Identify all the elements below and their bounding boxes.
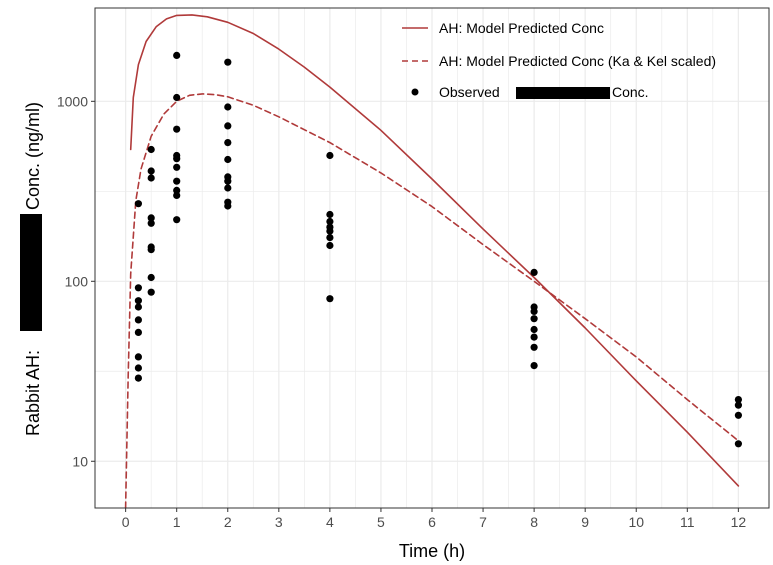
observed-point	[147, 246, 155, 254]
observed-point	[224, 122, 232, 130]
observed-point	[530, 307, 538, 315]
y-axis-title: Rabbit AH: Conc. (ng/ml)	[20, 102, 43, 436]
y-tick-label: 1000	[57, 93, 88, 109]
y-axis-title-part-2: Conc. (ng/ml)	[23, 102, 43, 210]
observed-points	[134, 51, 743, 448]
observed-point	[173, 163, 181, 171]
observed-point	[147, 167, 155, 175]
x-tick-label: 10	[628, 514, 644, 530]
x-tick-label: 0	[122, 514, 130, 530]
observed-point	[326, 210, 334, 219]
x-tick-label: 6	[428, 514, 436, 530]
legend-label-observed-prefix: Observed	[439, 84, 500, 100]
observed-point	[326, 241, 334, 250]
observed-point	[173, 51, 181, 60]
observed-point	[147, 145, 155, 154]
observed-point	[134, 316, 142, 324]
observed-point	[734, 411, 743, 419]
observed-point	[224, 184, 232, 192]
observed-point	[326, 295, 334, 303]
observed-point	[530, 343, 538, 351]
x-tick-label: 9	[581, 514, 589, 530]
observed-point	[530, 362, 538, 370]
observed-point	[224, 155, 232, 164]
observed-point	[134, 328, 142, 336]
y-axis-title-redaction	[20, 214, 42, 331]
model-series	[124, 14, 740, 509]
y-axis-title-part-1: Rabbit AH:	[23, 350, 43, 436]
observed-point	[173, 186, 181, 194]
observed-point	[173, 177, 181, 185]
observed-point	[147, 219, 155, 227]
x-axis-title: Time (h)	[399, 541, 465, 561]
observed-point	[530, 268, 538, 276]
observed-point	[224, 177, 232, 185]
observed-point	[147, 174, 155, 182]
observed-point	[530, 325, 538, 334]
x-tick-label: 8	[530, 514, 538, 530]
observed-point	[134, 353, 142, 361]
y-tick-label: 10	[72, 453, 88, 469]
observed-point	[173, 191, 181, 199]
legend: AH: Model Predicted Conc AH: Model Predi…	[402, 20, 716, 100]
observed-point	[134, 297, 142, 305]
x-tick-label: 3	[275, 514, 283, 530]
observed-point	[224, 139, 232, 147]
x-tick-label: 7	[479, 514, 487, 530]
observed-point	[147, 214, 155, 222]
x-tick-label: 1	[173, 514, 181, 530]
observed-point	[134, 284, 142, 292]
observed-point	[173, 155, 181, 163]
legend-redaction-box	[516, 87, 610, 99]
x-tick-label: 5	[377, 514, 385, 530]
observed-point	[224, 103, 232, 111]
series-model-predicted-scaled-line	[124, 93, 740, 509]
x-tick-label: 2	[224, 514, 232, 530]
legend-label-model: AH: Model Predicted Conc	[439, 20, 604, 36]
observed-point	[224, 58, 232, 66]
x-tick-label: 12	[731, 514, 747, 530]
observed-point	[734, 440, 743, 448]
observed-point	[147, 288, 155, 296]
legend-label-model-scaled: AH: Model Predicted Conc (Ka & Kel scale…	[439, 53, 716, 69]
observed-point	[224, 202, 232, 210]
observed-point	[326, 151, 334, 160]
observed-point	[173, 125, 181, 133]
x-tick-label: 11	[680, 514, 695, 530]
observed-point	[734, 396, 743, 404]
observed-point	[134, 200, 142, 208]
y-tick-label: 100	[65, 273, 89, 289]
observed-point	[173, 93, 181, 102]
observed-point	[134, 364, 142, 372]
x-tick-label: 4	[326, 514, 334, 530]
observed-point	[530, 315, 538, 323]
observed-point	[326, 227, 334, 235]
observed-point	[147, 273, 155, 282]
observed-point	[326, 217, 334, 226]
observed-point	[326, 234, 334, 242]
observed-point	[134, 303, 142, 311]
observed-point	[134, 374, 142, 382]
observed-point	[530, 333, 538, 341]
observed-point	[173, 216, 181, 224]
legend-label-observed-suffix: Conc.	[612, 84, 649, 100]
legend-observed-dot-key	[411, 88, 419, 96]
observed-point	[734, 401, 743, 409]
series-model-predicted-line	[129, 14, 740, 487]
